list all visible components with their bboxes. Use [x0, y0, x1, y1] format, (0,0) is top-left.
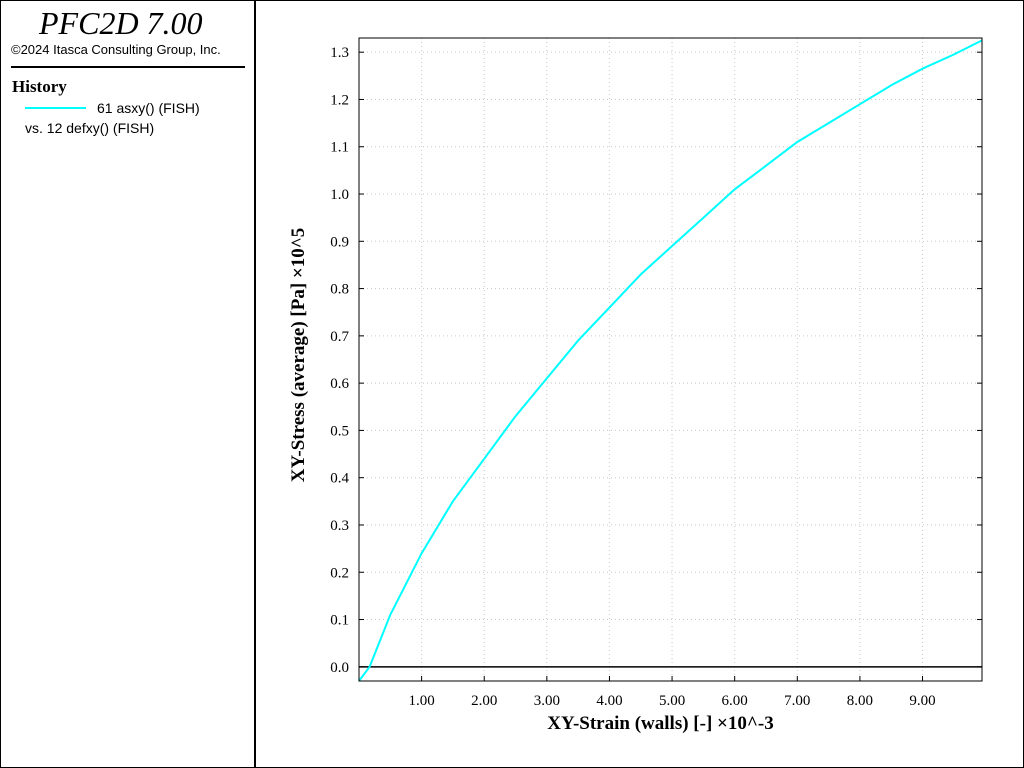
legend-series-label: 61 asxy() (FISH) [97, 100, 200, 116]
x-tick-label: 4.00 [596, 693, 622, 709]
y-tick-label: 0.4 [330, 471, 349, 487]
y-tick-label: 0.7 [330, 329, 349, 345]
series-line [358, 39, 983, 682]
y-tick-label: 0.1 [330, 613, 349, 629]
chart-series-group [358, 39, 983, 682]
legend-panel: PFC2D 7.00 ©2024 Itasca Consulting Group… [1, 1, 256, 767]
x-tick-label: 3.00 [534, 693, 560, 709]
legend-vs-label: vs. 12 defxy() (FISH) [25, 120, 155, 136]
x-tick-label: 7.00 [784, 693, 810, 709]
y-tick-label: 0.9 [330, 234, 349, 250]
x-tick-label: 6.00 [722, 693, 748, 709]
y-tick-label: 1.2 [330, 92, 349, 108]
legend-line-swatch [25, 107, 86, 109]
plot-border [358, 37, 983, 682]
chart-grid [359, 38, 982, 681]
y-tick-label: 0.5 [330, 423, 349, 439]
x-tick-label: 8.00 [847, 693, 873, 709]
app-title: PFC2D 7.00 [39, 5, 203, 41]
legend-divider [11, 66, 245, 68]
y-tick-label: 0.6 [330, 376, 349, 392]
y-tick-label: 1.1 [330, 140, 349, 156]
copyright-text: ©2024 Itasca Consulting Group, Inc. [11, 42, 221, 57]
y-tick-label: 0.0 [330, 660, 349, 676]
x-tick-label: 9.00 [909, 693, 935, 709]
y-tick-label: 0.2 [330, 565, 349, 581]
x-tick-label: 1.00 [408, 693, 434, 709]
x-tick-label: 5.00 [659, 693, 685, 709]
y-axis-title: XY-Stress (average) [Pa] ×10^5 [288, 228, 309, 483]
y-tick-label: 0.8 [330, 282, 349, 298]
tick-labels: 1.00 2.00 3.00 4.00 5.00 6.00 7.00 8.00 9.00 0.0 0… [330, 45, 935, 709]
y-tick-label: 1.3 [330, 45, 349, 61]
history-heading: History [12, 77, 67, 96]
y-tick-label: 0.3 [330, 518, 349, 534]
x-tick-label: 2.00 [471, 693, 497, 709]
y-tick-label: 1.0 [330, 187, 349, 203]
x-axis-title: XY-Strain (walls) [-] ×10^-3 [547, 713, 773, 734]
chart-ticks [359, 51, 982, 681]
